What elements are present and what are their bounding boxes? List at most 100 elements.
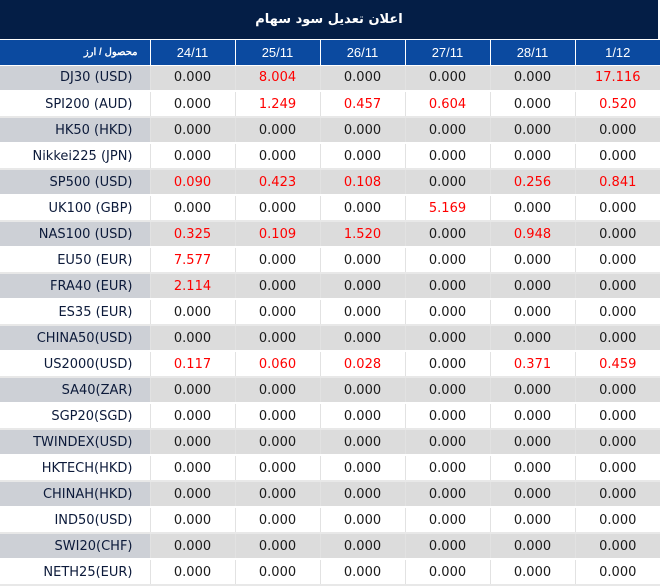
product-name-cell: DJ30 (USD) xyxy=(0,65,151,92)
dividend-value-cell: 0.000 xyxy=(405,221,491,248)
dividend-value-cell: 2.114 xyxy=(150,273,236,300)
dividend-value-cell: 0.000 xyxy=(235,247,321,274)
dividend-value-cell: 0.000 xyxy=(150,143,236,170)
dividend-value-cell: 0.000 xyxy=(235,325,321,352)
dividend-value-cell: 0.604 xyxy=(405,91,491,118)
dividend-value-cell: 0.117 xyxy=(150,351,236,378)
dividend-value-cell: 0.000 xyxy=(405,429,491,456)
dividend-value-cell: 0.000 xyxy=(150,455,236,482)
product-name-cell: Nikkei225 (JPN) xyxy=(0,143,151,170)
dividend-value-cell: 0.000 xyxy=(405,403,491,430)
dividend-value-cell: 0.000 xyxy=(405,455,491,482)
dividend-value-cell: 0.000 xyxy=(320,377,406,404)
dividend-value-cell: 0.000 xyxy=(575,429,660,456)
product-name-cell: IND50(USD) xyxy=(0,507,151,534)
dividend-value-cell: 0.000 xyxy=(235,377,321,404)
product-name-cell: HK50 (HKD) xyxy=(0,117,151,144)
table-row: NETH25(EUR) 0.000 0.000 0.000 0.000 0.000 0.00… xyxy=(0,559,660,586)
dividend-value-cell: 0.000 xyxy=(150,325,236,352)
dividend-value-cell: 0.000 xyxy=(320,65,406,92)
dividend-value-cell: 0.256 xyxy=(490,169,576,196)
column-header-date: 25/11 xyxy=(235,40,321,66)
table-row: SWI20(CHF) 0.000 0.000 0.000 0.000 0.000 0.000 xyxy=(0,533,660,560)
dividend-value-cell: 0.000 xyxy=(235,455,321,482)
dividend-value-cell: 17.116 xyxy=(575,65,660,92)
dividend-value-cell: 0.000 xyxy=(575,403,660,430)
dividend-value-cell: 0.000 xyxy=(490,247,576,274)
table-row: HKTECH(HKD) 0.000 0.000 0.000 0.000 0.000 0.00… xyxy=(0,455,660,482)
dividend-value-cell: 0.000 xyxy=(405,377,491,404)
dividend-value-cell: 0.000 xyxy=(490,299,576,326)
dividend-value-cell: 0.000 xyxy=(320,143,406,170)
table-row: CHINA50(USD) 0.000 0.000 0.000 0.000 0.000 0.0… xyxy=(0,325,660,352)
dividend-value-cell: 0.000 xyxy=(320,325,406,352)
dividend-value-cell: 0.520 xyxy=(575,91,660,118)
column-header-date: 24/11 xyxy=(150,40,236,66)
dividend-value-cell: 0.000 xyxy=(150,559,236,586)
dividend-value-cell: 0.000 xyxy=(150,299,236,326)
dividend-value-cell: 0.000 xyxy=(575,325,660,352)
product-name-cell: EU50 (EUR) xyxy=(0,247,151,274)
table-row: SA40(ZAR) 0.000 0.000 0.000 0.000 0.000 0.000 xyxy=(0,377,660,404)
dividend-value-cell: 0.000 xyxy=(490,455,576,482)
dividend-value-cell: 0.000 xyxy=(320,299,406,326)
product-name-cell: UK100 (GBP) xyxy=(0,195,151,222)
table-row: NAS100 (USD) 0.325 0.109 1.520 0.000 0.948 0.0… xyxy=(0,221,660,248)
product-name-cell: ES35 (EUR) xyxy=(0,299,151,326)
product-name-cell: SWI20(CHF) xyxy=(0,533,151,560)
table-row: HK50 (HKD) 0.000 0.000 0.000 0.000 0.000 0.000 xyxy=(0,117,660,144)
table-row: UK100 (GBP) 0.000 0.000 0.000 5.169 0.000 0.00… xyxy=(0,195,660,222)
product-name-cell: NETH25(EUR) xyxy=(0,559,151,586)
dividend-value-cell: 0.000 xyxy=(405,351,491,378)
dividend-value-cell: 0.000 xyxy=(490,533,576,560)
dividend-value-cell: 1.249 xyxy=(235,91,321,118)
dividend-value-cell: 0.000 xyxy=(490,377,576,404)
dividend-value-cell: 0.060 xyxy=(235,351,321,378)
dividend-value-cell: 0.000 xyxy=(405,273,491,300)
dividend-value-cell: 0.423 xyxy=(235,169,321,196)
dividend-value-cell: 5.169 xyxy=(405,195,491,222)
dividend-value-cell: 0.000 xyxy=(490,325,576,352)
dividend-value-cell: 0.000 xyxy=(150,507,236,534)
dividend-value-cell: 0.371 xyxy=(490,351,576,378)
product-name-cell: NAS100 (USD) xyxy=(0,221,151,248)
dividend-value-cell: 0.000 xyxy=(405,247,491,274)
dividend-value-cell: 0.000 xyxy=(490,507,576,534)
dividend-value-cell: 0.000 xyxy=(405,559,491,586)
dividend-value-cell: 0.000 xyxy=(575,247,660,274)
dividend-value-cell: 0.000 xyxy=(575,481,660,508)
dividend-value-cell: 0.000 xyxy=(575,221,660,248)
dividend-value-cell: 0.000 xyxy=(235,299,321,326)
dividend-value-cell: 0.457 xyxy=(320,91,406,118)
dividend-table: محصول / ارز 24/11 25/11 26/11 27/11 28/1… xyxy=(0,40,660,586)
table-title: اعلان تعدیل سود سهام xyxy=(0,0,658,40)
dividend-value-cell: 0.000 xyxy=(490,403,576,430)
table-row: IND50(USD) 0.000 0.000 0.000 0.000 0.000 0.000 xyxy=(0,507,660,534)
dividend-value-cell: 0.000 xyxy=(235,507,321,534)
table-row: SP500 (USD) 0.090 0.423 0.108 0.000 0.256 0.84… xyxy=(0,169,660,196)
dividend-value-cell: 0.090 xyxy=(150,169,236,196)
table-row: FRA40 (EUR) 2.114 0.000 0.000 0.000 0.000 0.00… xyxy=(0,273,660,300)
dividend-value-cell: 0.000 xyxy=(490,65,576,92)
column-header-product: محصول / ارز xyxy=(0,40,151,66)
dividend-value-cell: 0.000 xyxy=(150,533,236,560)
table-row: US2000(USD) 0.117 0.060 0.028 0.000 0.371 0.45… xyxy=(0,351,660,378)
product-name-cell: HKTECH(HKD) xyxy=(0,455,151,482)
column-header-date: 28/11 xyxy=(490,40,576,66)
dividend-value-cell: 0.000 xyxy=(405,299,491,326)
dividend-value-cell: 0.000 xyxy=(150,377,236,404)
dividend-value-cell: 0.000 xyxy=(490,117,576,144)
dividend-value-cell: 0.000 xyxy=(490,91,576,118)
dividend-value-cell: 7.577 xyxy=(150,247,236,274)
table-row: SGP20(SGD) 0.000 0.000 0.000 0.000 0.000 0.000 xyxy=(0,403,660,430)
dividend-value-cell: 0.108 xyxy=(320,169,406,196)
dividend-value-cell: 0.000 xyxy=(320,507,406,534)
dividend-value-cell: 0.000 xyxy=(405,481,491,508)
dividend-value-cell: 0.000 xyxy=(490,273,576,300)
table-body: DJ30 (USD) 0.000 8.004 0.000 0.000 0.000 17.11… xyxy=(0,65,660,586)
dividend-value-cell: 0.000 xyxy=(575,273,660,300)
dividend-value-cell: 0.000 xyxy=(235,273,321,300)
dividend-value-cell: 0.000 xyxy=(235,533,321,560)
dividend-value-cell: 0.000 xyxy=(150,91,236,118)
